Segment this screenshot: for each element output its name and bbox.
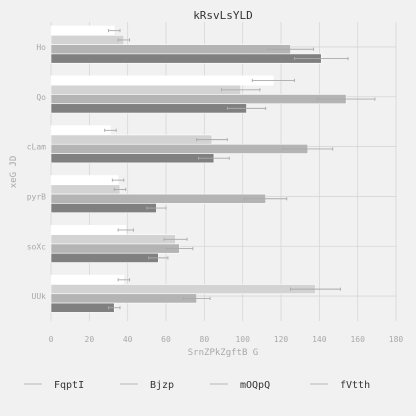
bar — [50, 134, 213, 145]
bar — [50, 243, 180, 254]
x-axis-title: SrnZPkZgftB G — [188, 348, 258, 358]
x-tick-label: 100 — [235, 335, 250, 344]
bar — [50, 143, 309, 154]
bar — [50, 34, 125, 45]
y-tick-label: Qo — [36, 93, 46, 102]
x-tick-label: 160 — [350, 335, 365, 344]
x-tick-label: 20 — [85, 335, 95, 344]
x-tick-label: 60 — [161, 335, 171, 344]
plot-area — [51, 22, 396, 321]
bar — [50, 44, 291, 55]
y-tick-label: soXc — [27, 242, 46, 251]
x-tick-label: 40 — [123, 335, 133, 344]
bar — [50, 184, 121, 195]
y-tick-label: cLam — [27, 143, 46, 152]
x-tick-label: 140 — [312, 335, 327, 344]
bar — [50, 293, 197, 304]
bar — [50, 53, 322, 64]
x-tick-label: 80 — [200, 335, 210, 344]
bar — [50, 252, 159, 263]
bar — [50, 25, 115, 36]
bar — [50, 125, 111, 136]
bar — [50, 193, 266, 204]
bar — [50, 84, 242, 95]
bar — [50, 75, 274, 86]
x-tick-label: 180 — [389, 335, 404, 344]
legend: FqptI Bjzp mOQpQ fVtth — [24, 380, 370, 391]
bar — [50, 203, 157, 213]
y-tick-label: pyrB — [27, 192, 46, 201]
y-axis-title: xeG JD — [9, 156, 19, 189]
bars — [50, 25, 376, 313]
bar — [50, 234, 176, 245]
y-axis-ticks: Ho Qo cLam pyrB soXc UUk — [27, 43, 46, 301]
y-tick-label: Ho — [36, 43, 46, 52]
legend-label: mOQpQ — [240, 380, 270, 391]
bar — [50, 153, 215, 164]
bar — [50, 274, 125, 285]
legend-label: fVtth — [340, 380, 370, 391]
bar — [50, 103, 247, 114]
bar — [50, 175, 119, 186]
legend-label: FqptI — [54, 380, 84, 391]
x-axis-ticks: 0 20 40 60 80 100 120 140 160 180 — [49, 335, 404, 344]
x-tick-label: 0 — [49, 335, 54, 344]
x-tick-label: 120 — [274, 335, 289, 344]
bar — [50, 225, 127, 235]
bar — [50, 94, 347, 105]
legend-label: Bjzp — [150, 380, 174, 391]
bar — [50, 284, 316, 295]
chart-title: kRsvLsYLD — [193, 9, 253, 22]
y-tick-label: UUk — [32, 292, 47, 301]
bar — [50, 302, 115, 313]
